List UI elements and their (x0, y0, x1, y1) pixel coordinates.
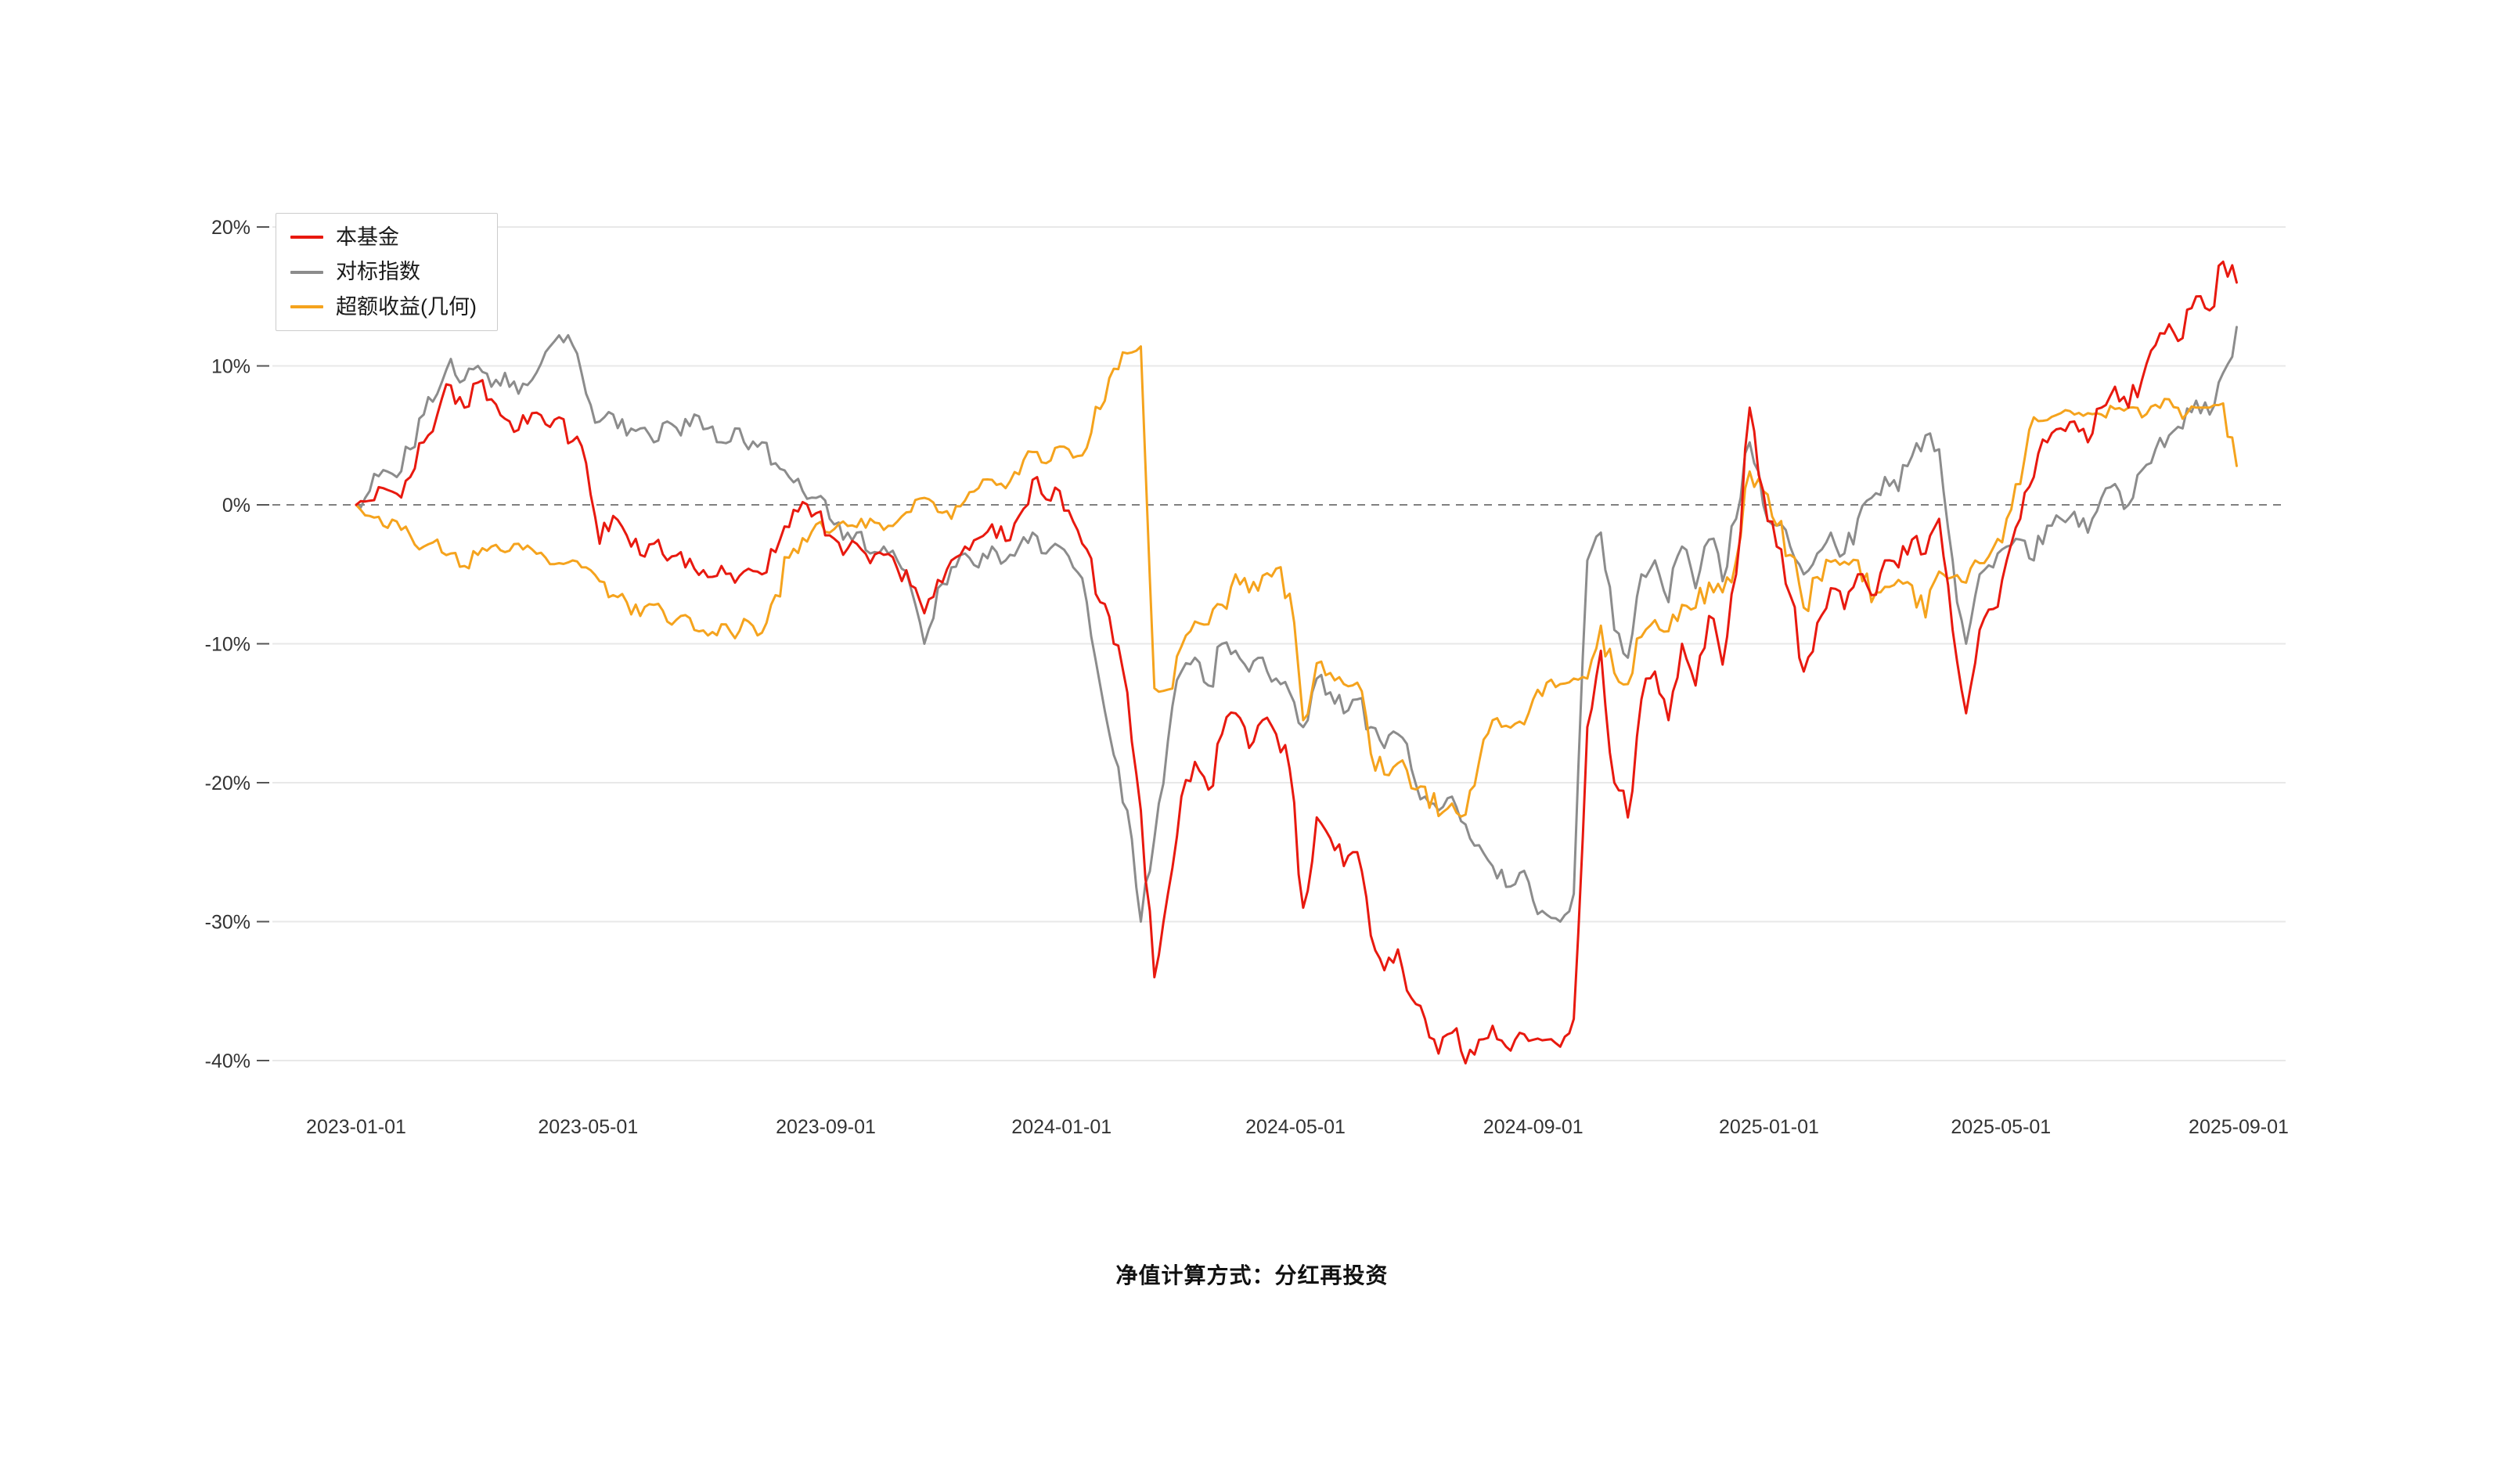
benchmark-line-swatch-icon (290, 270, 323, 274)
y-tick-label: -20% (205, 773, 250, 794)
y-tick-label: 10% (211, 356, 250, 378)
x-tick-label: 2023-01-01 (306, 1116, 406, 1138)
x-tick-label: 2023-09-01 (776, 1116, 876, 1138)
x-tick-label: 2025-09-01 (2189, 1116, 2289, 1138)
legend-item-benchmark: 对标指数 (290, 259, 477, 284)
series-line-excess (355, 345, 2238, 818)
legend-item-excess: 超额收益(几何) (290, 294, 477, 319)
x-tick-label: 2024-05-01 (1245, 1116, 1346, 1138)
excess-line-swatch-icon (290, 304, 323, 308)
chart-legend: 本基金 对标指数 超额收益(几何) (276, 213, 498, 332)
fund-line-swatch-icon (290, 236, 323, 240)
x-tick-label: 2024-01-01 (1011, 1116, 1111, 1138)
legend-label-benchmark: 对标指数 (336, 260, 420, 284)
legend-item-fund: 本基金 (290, 225, 477, 250)
chart-caption: 净值计算方式：分红再投资 (1115, 1263, 1389, 1288)
y-tick-label: 0% (222, 495, 250, 517)
x-tick-label: 2023-05-01 (538, 1116, 638, 1138)
y-tick-label: -30% (205, 912, 250, 934)
legend-label-fund: 本基金 (336, 225, 399, 249)
series-line-benchmark (355, 326, 2238, 923)
x-tick-label: 2025-05-01 (1951, 1116, 2051, 1138)
y-tick-label: 20% (211, 217, 250, 239)
x-tick-label: 2024-09-01 (1483, 1116, 1583, 1138)
x-tick-label: 2025-01-01 (1719, 1116, 1819, 1138)
legend-label-excess: 超额收益(几何) (336, 294, 477, 319)
y-tick-label: -40% (205, 1050, 250, 1072)
y-tick-label: -10% (205, 634, 250, 656)
series-line-fund (355, 260, 2238, 1064)
